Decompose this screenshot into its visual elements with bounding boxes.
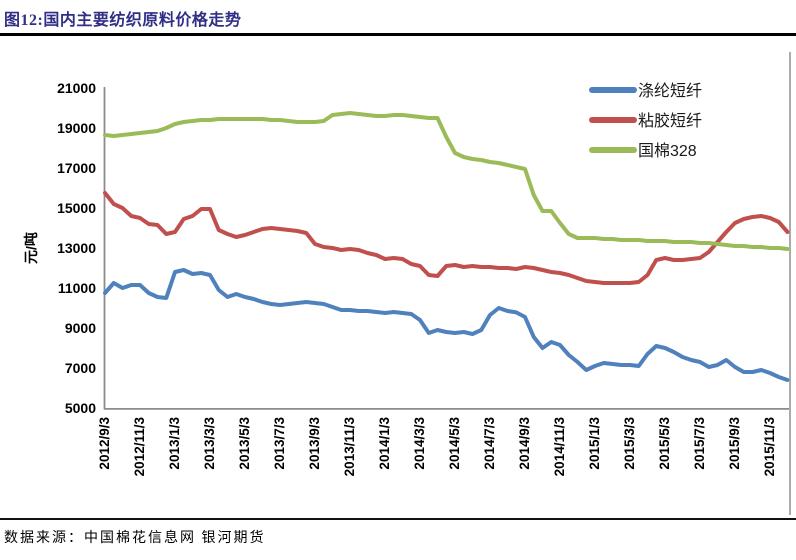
y-tick-label: 9000 [65,320,96,336]
x-tick-label: 2012/11/3 [132,417,147,477]
x-tick-label: 2013/5/3 [237,417,252,470]
x-tick-label: 2015/3/3 [622,417,637,470]
y-tick-label: 21000 [57,80,96,96]
x-tick-label: 2015/9/3 [727,417,742,470]
x-tick-label: 2014/5/3 [447,417,462,470]
price-chart: 5000 7000 9000 11000 13000 15000 17000 19000 210… [23,52,791,515]
x-tick-label: 2013/11/3 [342,417,357,477]
x-tick-label: 2014/7/3 [482,417,497,470]
x-tick-label: 2015/5/3 [657,417,672,470]
legend-label-viscose: 粘胶短纤 [638,112,702,130]
series-line-polyester [103,268,790,382]
x-tick-label: 2014/11/3 [552,417,567,477]
x-tick-label: 2015/11/3 [762,417,777,477]
chart-title: 图12:国内主要纺织原料价格走势 [4,12,242,29]
footer-divider-rule [0,518,796,520]
legend-label-polyester: 涤纶短纤 [638,82,702,100]
y-tick-label: 17000 [57,160,96,176]
x-tick-label: 2013/9/3 [307,417,322,470]
x-tick-label: 2015/7/3 [692,417,707,470]
x-tick-label: 2012/9/3 [97,417,112,470]
y-tick-label: 11000 [58,280,96,296]
legend-label-cotton328: 国棉328 [638,142,697,160]
y-tick-label: 19000 [57,120,96,136]
title-divider-rule [0,33,796,36]
y-axis-title: 元/吨 [23,232,39,264]
x-tick-label: 2013/3/3 [202,417,217,470]
y-tick-label: 7000 [65,360,96,376]
x-tick-label: 2013/7/3 [272,417,287,470]
x-tick-label: 2014/1/3 [377,417,392,470]
x-tick-label: 2014/3/3 [412,417,427,470]
x-tick-label: 2013/1/3 [167,417,182,470]
series-line-cotton328 [103,111,790,251]
y-tick-label: 13000 [57,240,96,256]
data-source-note: 数据来源：中国棉花信息网 银河期货 [4,531,266,546]
x-tick-label: 2014/9/3 [517,417,532,470]
y-tick-label: 5000 [65,400,96,416]
series-line-viscose [103,191,790,285]
y-tick-label: 15000 [57,200,96,216]
x-tick-label: 2015/1/3 [587,417,602,470]
